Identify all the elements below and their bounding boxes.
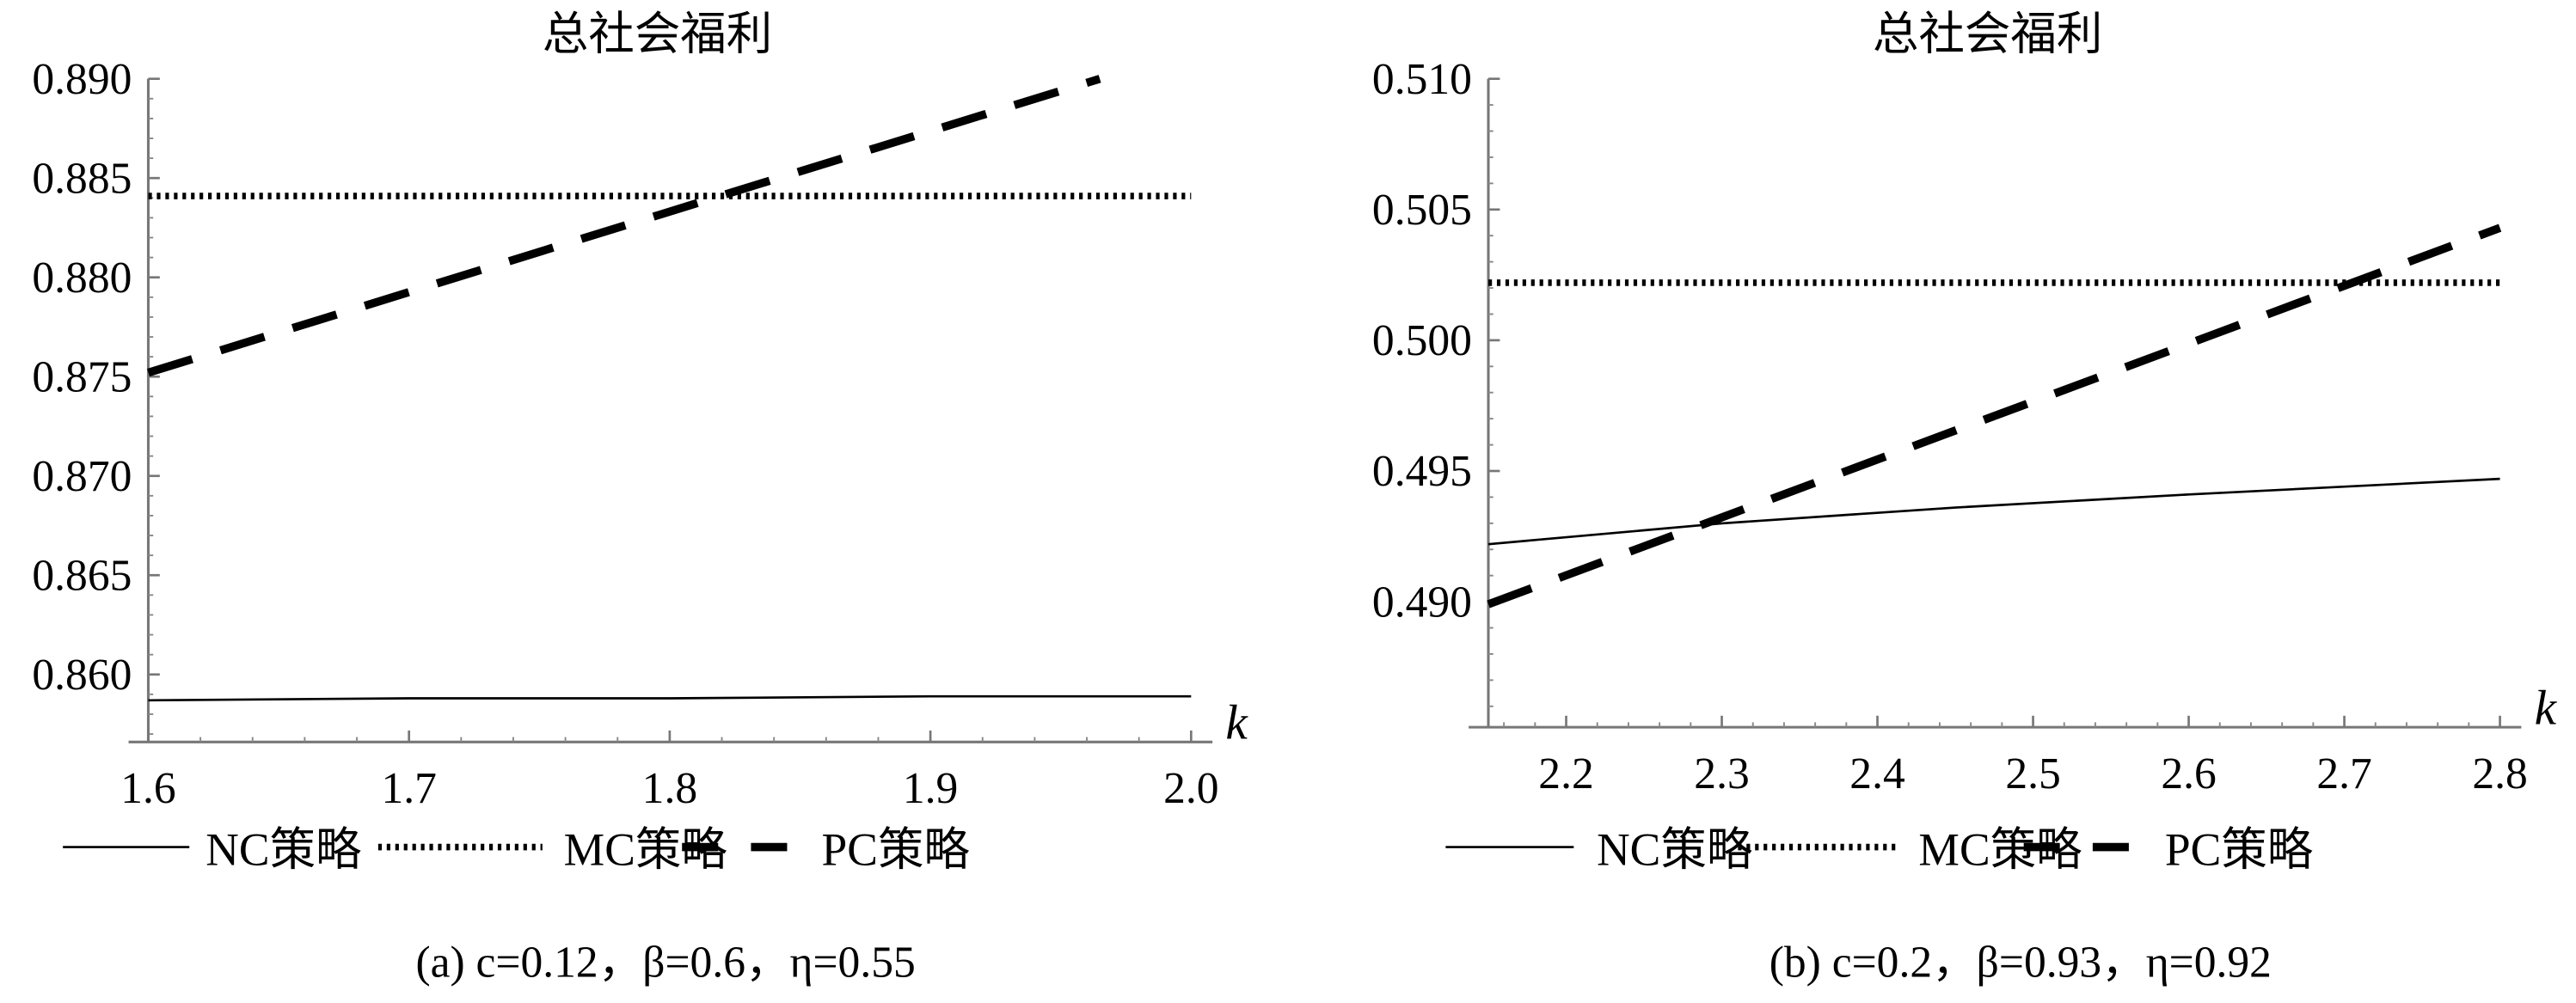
chart-title: 总社会福利 [1873, 8, 2102, 59]
y-tick-label: 0.870 [32, 452, 132, 501]
series-line-nc [1487, 477, 2500, 546]
y-tick-label: 0.500 [1372, 316, 1472, 365]
y-tick-label: 0.490 [1372, 578, 1472, 627]
series-line-pc [147, 75, 1101, 377]
legend-label: PC策略 [2165, 824, 2313, 876]
y-tick-label: 0.885 [32, 154, 132, 203]
x-tick-label: 1.6 [120, 764, 175, 813]
y-tick-label: 0.865 [32, 551, 132, 600]
x-axis-label: k [1225, 695, 1248, 749]
y-tick-label: 0.890 [32, 55, 132, 104]
legend: NC策略 MC策略 PC策略 [1445, 824, 2313, 876]
legend-label: NC策略 [1597, 824, 1752, 876]
x-axis-label: k [2535, 681, 2558, 735]
x-tick-label: 1.9 [903, 764, 958, 813]
x-tick-label: 1.8 [642, 764, 697, 813]
x-tick-label: 2.4 [1849, 749, 1904, 798]
chart-panel-b: 总社会福利 2.2 2.3 2.4 2.5 2.6 2.7 2.8 0.490 0.495 0.50… [1372, 8, 2558, 987]
series-line-pc [1487, 223, 2502, 609]
legend-label: PC策略 [822, 824, 970, 876]
panel-caption: (a) c=0.12，β=0.6，η=0.55 [415, 938, 915, 987]
x-tick-label: 2.2 [1538, 749, 1593, 798]
series-line-nc [148, 694, 1192, 702]
y-tick-label: 0.875 [32, 352, 132, 401]
y-tick-label: 0.880 [32, 254, 132, 303]
y-tick-label: 0.495 [1372, 447, 1472, 496]
x-tick-label: 2.6 [2161, 749, 2216, 798]
x-tick-label: 2.0 [1163, 764, 1218, 813]
x-tick-label: 1.7 [381, 764, 436, 813]
y-tick-label: 0.510 [1372, 55, 1472, 104]
x-tick-label: 2.5 [2005, 749, 2060, 798]
legend-label: NC策略 [205, 824, 361, 876]
x-tick-label: 2.3 [1694, 749, 1749, 798]
x-tick-label: 2.8 [2472, 749, 2527, 798]
x-tick-label: 2.7 [2316, 749, 2371, 798]
legend: NC策略 MC策略 PC策略 [63, 824, 970, 876]
chart-title: 总社会福利 [543, 8, 772, 59]
panel-caption: (b) c=0.2，β=0.93，η=0.92 [1769, 938, 2272, 987]
chart-panel-a: 总社会福利 1.6 1.7 1.8 1.9 2.0 0.860 0.865 0.870 0.875… [32, 8, 1248, 987]
y-tick-label: 0.505 [1372, 186, 1472, 235]
y-tick-label: 0.860 [32, 651, 132, 700]
